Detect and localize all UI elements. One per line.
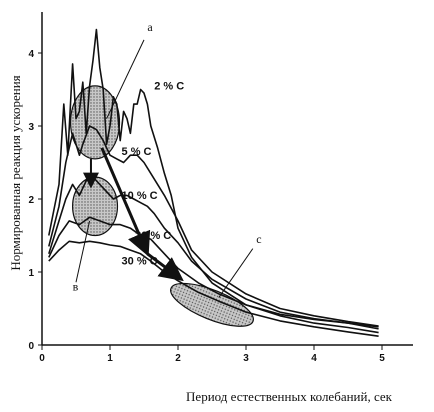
leader-line-c	[218, 248, 254, 298]
x-tick-label: 5	[379, 353, 385, 364]
annotation-label-1: а	[147, 20, 153, 34]
axes	[41, 12, 413, 346]
series-lines	[48, 28, 379, 337]
x-axis-title: Период естественных колебаний, сек	[186, 389, 393, 404]
series-label-2: 5 % C	[122, 146, 152, 158]
y-tick-label: 3	[28, 122, 34, 133]
series-label-3: 10 % C	[122, 190, 158, 202]
x-tick-label: 1	[107, 353, 113, 364]
highlight-ellipse-2	[71, 176, 119, 237]
trend-arrows	[75, 39, 254, 298]
leader-line-b	[75, 220, 91, 283]
y-tick-label: 2	[28, 195, 34, 206]
series-label-1: 2 % C	[154, 81, 184, 93]
series-line-5	[48, 240, 379, 337]
x-tick-label: 4	[311, 353, 317, 364]
trend-arrow-main-tail	[146, 252, 184, 282]
trend-arrow-main	[100, 147, 151, 257]
y-tick-label: 1	[28, 268, 34, 279]
series-line-3	[48, 176, 379, 330]
x-tick-label: 2	[175, 353, 181, 364]
series-line-1	[48, 28, 379, 328]
series-labels: 2 % C 5 % C 10 % C 20 % C 30 % C	[122, 81, 185, 268]
y-tick-label: 4	[28, 49, 34, 60]
series-label-4: 20 % C	[135, 230, 171, 242]
highlight-regions	[69, 85, 254, 327]
annotation-labels: а в с	[73, 20, 262, 293]
highlight-ellipse-3	[170, 282, 254, 327]
y-axis-title: Нормированная реакция ускорения	[8, 75, 23, 270]
ticks: 0 1 2 3 4 5 0 1 2 3 4	[28, 49, 385, 364]
x-tick-label: 3	[243, 353, 249, 364]
y-tick-label: 0	[28, 341, 34, 352]
series-label-5: 30 % C	[122, 256, 158, 268]
series-line-2	[48, 125, 379, 327]
annotation-label-3: с	[256, 232, 261, 246]
annotation-label-2: в	[73, 279, 79, 293]
x-tick-label: 0	[39, 353, 45, 364]
leader-line-a	[106, 39, 145, 119]
